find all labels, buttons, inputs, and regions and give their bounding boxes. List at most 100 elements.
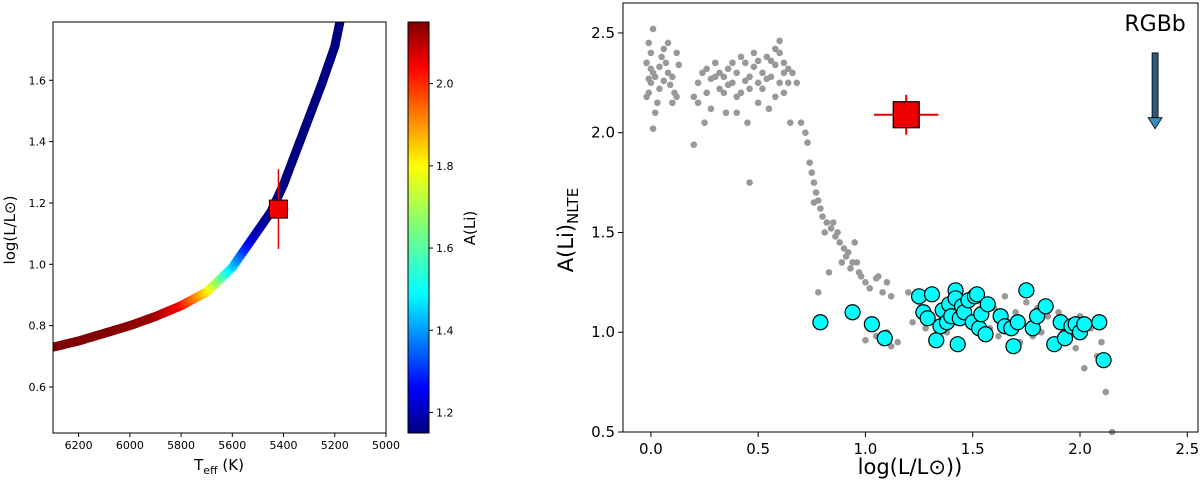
right-y-tick-label: 2.5 <box>591 24 615 42</box>
scatter-points <box>643 25 1116 436</box>
cluster-star-point <box>844 304 861 321</box>
right-x-tick-label: 0.5 <box>746 440 770 458</box>
field-star-point <box>1080 364 1088 372</box>
field-star-point <box>733 93 741 101</box>
field-star-point <box>810 199 818 206</box>
right-x-tick-label: 1.5 <box>961 440 985 458</box>
cluster-star-point <box>1076 316 1093 333</box>
field-star-point <box>690 141 698 148</box>
cluster-star-point <box>968 286 986 303</box>
left-x-axis-label: Teff (K) <box>193 456 244 477</box>
field-star-point <box>862 279 869 286</box>
track-segment <box>334 22 345 30</box>
field-star-point <box>707 105 715 113</box>
right-y-axis-label: A(Li)NLTE <box>554 188 582 272</box>
field-star-point <box>722 109 730 117</box>
field-star-point <box>662 59 670 67</box>
field-star-point <box>819 213 826 220</box>
field-star-point <box>711 59 719 67</box>
field-star-point <box>842 253 850 260</box>
field-star-point <box>720 73 728 81</box>
right-y-tick-label: 1.5 <box>591 223 615 241</box>
field-star-point <box>658 53 665 61</box>
colorbar-tick-label: 1.8 <box>436 160 454 173</box>
right-x-ticks: 0.0 0.5 1.0 1.5 2.0 2.5 <box>639 432 1199 458</box>
field-star-point <box>922 324 929 332</box>
cluster-star-point <box>977 326 994 343</box>
field-star-point <box>716 85 723 93</box>
colorbar-ticks: 1.2 1.4 1.6 1.8 2.0 <box>429 78 454 419</box>
field-star-point <box>651 73 659 81</box>
colorbar-tick-label: 1.6 <box>436 242 454 255</box>
field-star-point <box>840 245 848 252</box>
rgbb-label: RGBb <box>1124 12 1185 37</box>
right-y-ticks: 0.5 1.0 1.5 2.0 2.5 <box>591 24 623 441</box>
field-star-point <box>656 63 663 71</box>
field-star-point <box>827 225 835 232</box>
field-star-point <box>879 289 886 296</box>
cluster-star-point <box>1009 314 1026 331</box>
right-x-tick-label: 0.0 <box>639 440 663 458</box>
field-star-point <box>812 189 820 196</box>
field-star-point <box>1055 308 1062 316</box>
field-star-point <box>703 65 710 73</box>
field-star-point <box>703 89 710 97</box>
colorbar-tick-label: 1.2 <box>436 406 454 419</box>
field-star-point <box>729 59 736 67</box>
cluster-star-point <box>1091 314 1108 331</box>
field-star-point <box>767 57 775 65</box>
field-star-point <box>851 239 859 246</box>
field-star-point <box>694 79 702 87</box>
right-x-tick-label: 1.0 <box>854 440 878 458</box>
field-star-point <box>647 65 655 73</box>
field-star-point <box>669 99 676 107</box>
left-y-tick-label: 1.6 <box>29 74 47 87</box>
field-star-point <box>802 129 809 136</box>
colorbar-gradient <box>407 21 430 434</box>
right-plot-frame <box>622 2 1199 433</box>
colorbar-tick-label: 2.0 <box>436 78 454 91</box>
cluster-star-point <box>876 330 893 347</box>
field-star-point <box>701 119 708 127</box>
field-star-point <box>772 93 779 101</box>
cluster-star-point <box>863 316 880 333</box>
field-star-point <box>780 69 788 77</box>
left-y-tick-label: 0.8 <box>29 320 47 333</box>
field-star-point <box>821 229 828 236</box>
left-panel: 6200 6000 5800 5600 5400 5200 5000 0.6 0.8 1.0 1.… <box>1 21 400 477</box>
field-star-point <box>754 99 762 107</box>
field-star-point <box>1001 293 1009 300</box>
field-star-point <box>1072 344 1080 352</box>
field-star-point <box>645 75 653 83</box>
field-star-point <box>656 85 663 93</box>
field-star-point <box>905 289 912 296</box>
field-star-point <box>647 49 655 57</box>
right-x-tick-label: 2.5 <box>1175 440 1199 458</box>
left-x-tick-label: 5600 <box>218 439 246 452</box>
rgbb-arrow-shaft <box>1151 52 1159 119</box>
field-star-point <box>817 205 824 212</box>
field-star-point <box>866 285 874 292</box>
field-star-point <box>724 65 732 73</box>
field-star-point <box>660 45 668 53</box>
left-x-tick-label: 6200 <box>65 439 93 452</box>
left-plot-frame <box>52 21 387 434</box>
evolutionary-track <box>53 22 345 352</box>
cluster-star-point <box>923 286 941 303</box>
field-star-point <box>759 85 766 93</box>
left-x-tick-label: 5800 <box>167 439 195 452</box>
field-star-point <box>823 219 831 226</box>
field-star-point <box>737 89 745 97</box>
right-panel: RGBb 0.0 0.5 1.0 1.5 2.0 2.5 0.51.01.52.02.5 … <box>554 2 1199 479</box>
field-star-point <box>716 69 723 77</box>
field-star-point <box>776 49 783 57</box>
field-star-point <box>711 73 719 81</box>
field-star-point <box>737 53 745 61</box>
field-star-point <box>808 169 816 176</box>
field-star-point <box>720 89 728 97</box>
field-star-point <box>804 139 811 146</box>
cluster-star-point <box>1095 352 1112 369</box>
left-y-tick-label: 1.2 <box>29 197 47 210</box>
right-y-tick-label: 2.0 <box>591 124 615 142</box>
rgbb-annotation: RGBb <box>1124 12 1186 130</box>
